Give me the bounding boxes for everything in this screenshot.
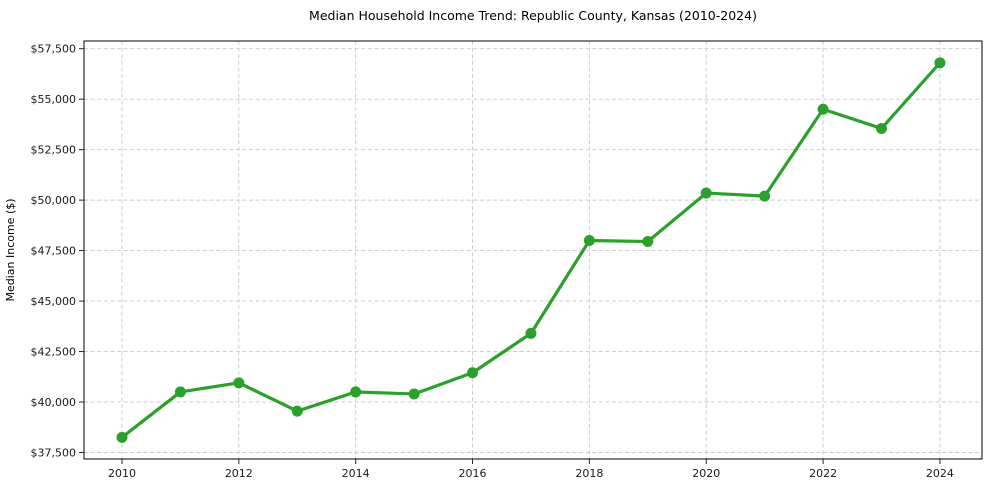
plot-border — [83, 40, 983, 460]
x-tick-label: 2018 — [575, 467, 603, 480]
data-point-2022 — [817, 103, 829, 115]
grid-lines — [84, 41, 982, 459]
x-tick-label: 2012 — [225, 467, 253, 480]
data-point-2014 — [350, 386, 362, 398]
x-tick-label: 2022 — [809, 467, 837, 480]
y-tick-label: $45,000 — [31, 295, 77, 308]
x-tick-label: 2020 — [692, 467, 720, 480]
axis-tick-marks — [79, 48, 941, 464]
data-point-2015 — [408, 388, 420, 400]
data-point-2019 — [642, 236, 654, 248]
income-trend-line — [120, 61, 942, 439]
data-point-2017 — [525, 327, 537, 339]
data-point-2012 — [233, 377, 245, 389]
y-tick-label: $47,500 — [31, 245, 77, 258]
data-series — [116, 57, 946, 443]
data-point-2011 — [174, 386, 186, 398]
data-point-2018 — [583, 235, 595, 247]
x-tick-label: 2014 — [342, 467, 370, 480]
data-point-2010 — [116, 431, 128, 443]
chart-title: Median Household Income Trend: Republic … — [309, 8, 757, 23]
x-tick-label: 2024 — [926, 467, 954, 480]
y-tick-label: $55,000 — [31, 93, 77, 106]
data-point-2021 — [759, 190, 771, 202]
y-tick-label: $52,500 — [31, 144, 77, 157]
axis-tick-labels: $37,500 $40,000 $42,500 $45,000 $47,500 $50,0… — [31, 43, 954, 480]
y-axis-label: Median Income ($) — [4, 198, 17, 301]
y-tick-label: $37,500 — [31, 446, 77, 459]
data-point-2024 — [934, 57, 946, 69]
y-tick-label: $40,000 — [31, 396, 77, 409]
y-tick-label: $57,500 — [31, 43, 77, 56]
data-point-2013 — [291, 405, 303, 417]
x-tick-label: 2016 — [459, 467, 487, 480]
data-point-2016 — [467, 367, 479, 379]
data-point-2020 — [700, 187, 712, 199]
y-tick-label: $50,000 — [31, 194, 77, 207]
data-point-2023 — [876, 122, 888, 134]
x-tick-label: 2010 — [108, 467, 136, 480]
y-tick-label: $42,500 — [31, 346, 77, 359]
